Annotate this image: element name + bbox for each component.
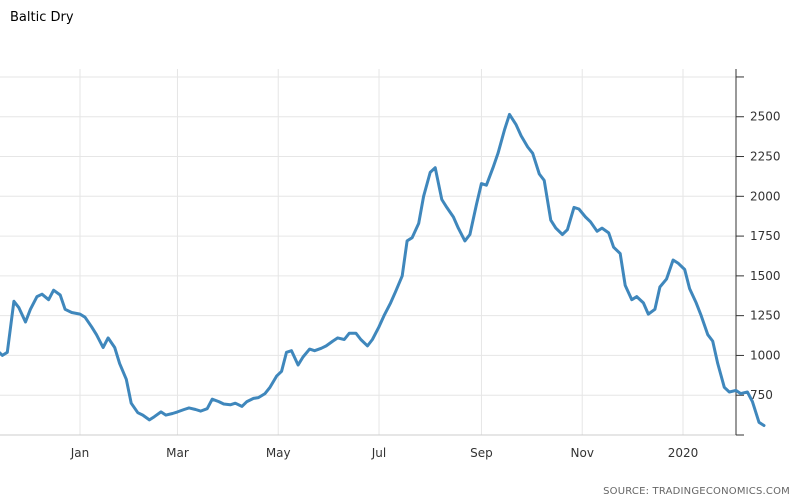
x-tick-label: Sep bbox=[470, 446, 493, 460]
y-axis: 750 1000 1250 1500 1750 2000 2250 2500 bbox=[735, 69, 781, 436]
grid-lines bbox=[0, 69, 736, 436]
source-credit: SOURCE: TRADINGECONOMICS.COM bbox=[603, 486, 790, 497]
y-tick-label: 1750 bbox=[750, 229, 781, 243]
x-tick-label: Nov bbox=[571, 446, 594, 460]
x-tick-label: 2020 bbox=[668, 446, 699, 460]
y-tick-label: 1500 bbox=[750, 269, 781, 283]
y-tick-label: 2500 bbox=[750, 110, 781, 124]
series-line bbox=[0, 112, 766, 427]
x-tick-label: May bbox=[266, 446, 291, 460]
x-tick-label: Mar bbox=[166, 446, 189, 460]
y-tick-label: 2250 bbox=[750, 150, 781, 164]
x-tick-label: Jan bbox=[70, 446, 90, 460]
y-tick-label: 2000 bbox=[750, 189, 781, 203]
y-tick-label: 1250 bbox=[750, 309, 781, 323]
y-tick-label: 1000 bbox=[750, 348, 781, 362]
x-tick-label: Jul bbox=[371, 446, 386, 460]
x-axis: Jan Mar May Jul Sep Nov 2020 bbox=[70, 446, 699, 460]
chart-title: Baltic Dry bbox=[10, 10, 74, 25]
y-tick-label: 750 bbox=[750, 388, 773, 402]
